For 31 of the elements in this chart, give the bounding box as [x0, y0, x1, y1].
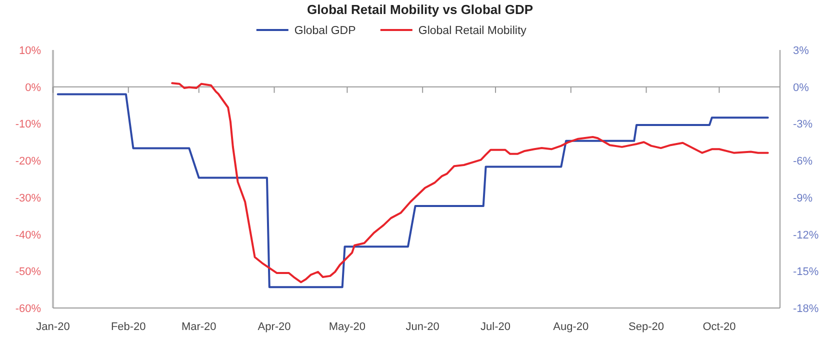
legend-label: Global GDP	[294, 25, 356, 37]
x-tick-label: Sep-20	[628, 321, 664, 333]
y2-tick-label: -3%	[793, 118, 813, 131]
y2-tick-label: -12%	[793, 229, 819, 242]
y-tick-label: -60%	[15, 303, 42, 315]
line-series	[171, 82, 769, 284]
y-tick-label: -50%	[15, 266, 42, 278]
x-tick-label: Jul-20	[480, 321, 511, 333]
y2-tick-label: 0%	[793, 82, 810, 94]
x-tick-label: Jan-20	[36, 321, 70, 333]
x-tick-label: May-20	[328, 321, 366, 333]
y2-tick-label: -9%	[793, 192, 813, 204]
x-tick-label: Apr-20	[258, 321, 291, 333]
y-tick-label: -40%	[15, 229, 42, 242]
x-tick-label: Jun-20	[406, 321, 440, 333]
y2-tick-label: -18%	[793, 303, 819, 315]
chart-title: Global Retail Mobility vs Global GDP	[306, 2, 534, 17]
y-tick-label: 10%	[18, 45, 42, 57]
x-tick-label: Aug-20	[553, 321, 589, 333]
x-tick-label: Mar-20	[181, 321, 216, 333]
line-series	[56, 93, 769, 288]
y-tick-label: -20%	[15, 156, 42, 168]
y2-tick-label: -6%	[793, 156, 813, 168]
legend-label: Global Retail Mobility	[418, 25, 527, 37]
y-tick-label: 0%	[25, 82, 42, 94]
y-tick-label: -30%	[15, 192, 42, 204]
x-tick-label: Feb-20	[110, 321, 146, 333]
x-tick-label: Oct-20	[702, 321, 736, 333]
y-tick-label: -10%	[15, 118, 42, 131]
y2-tick-label: -15%	[793, 266, 819, 278]
y2-tick-label: 3%	[793, 45, 810, 57]
